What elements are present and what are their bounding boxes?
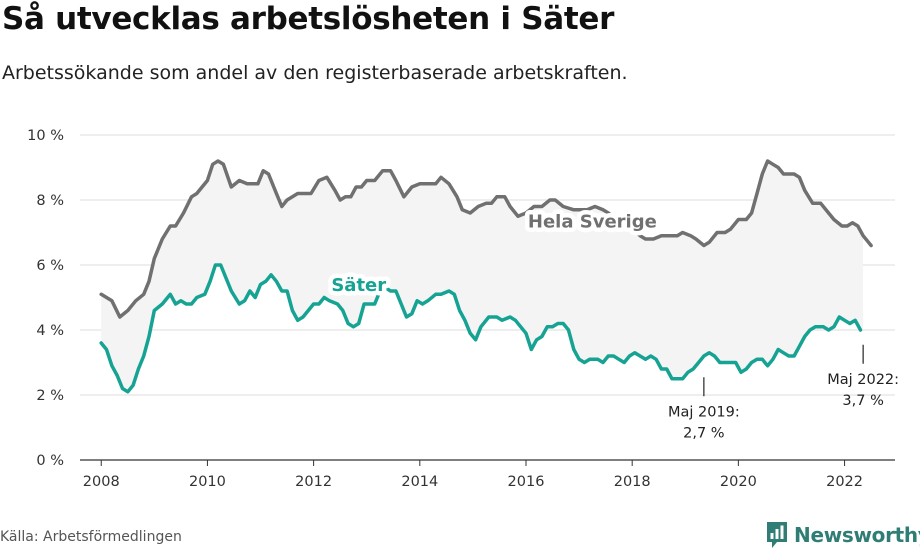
annotation-label-last: Maj 2022: [827, 372, 899, 388]
x-tick-label: 2018 [614, 474, 651, 490]
band [101, 161, 864, 392]
chart-subtitle: Arbetssökande som andel av den registerb… [2, 62, 628, 84]
series-line-hela-sverige [99, 159, 873, 319]
series-line-sater [99, 263, 863, 394]
x-tick-label: 2020 [720, 474, 757, 490]
annotation-label-last: 3,7 % [842, 393, 883, 409]
y-tick-label: 0 % [36, 453, 64, 469]
series-label-hela-sverige: Hela Sverige [528, 212, 657, 233]
x-tick-label: 2012 [295, 474, 332, 490]
brand-logo[interactable]: Newsworthy [765, 519, 920, 551]
series-label-hela-sverige-halo: Hela Sverige [528, 212, 657, 233]
source-note: Källa: Arbetsförmedlingen [0, 529, 182, 545]
series-lines [99, 159, 873, 394]
x-tick-label: 2010 [189, 474, 226, 490]
x-tick-label: 2014 [401, 474, 438, 490]
axes: 0 % 2 % 4 % 6 % 8 % 10 % 2008 2010 2012 2014 2016 2… [27, 128, 863, 490]
chart-title: Så utvecklas arbetslösheten i Säter [2, 1, 615, 37]
y-tick-label: 2 % [36, 388, 64, 404]
brand-name: Newsworthy [794, 523, 920, 547]
x-tick-label: 2022 [826, 474, 863, 490]
y-tick-label: 6 % [36, 258, 64, 274]
y-tick-label: 10 % [27, 128, 64, 144]
annotation-label-min: Maj 2019: [668, 404, 740, 420]
x-tick-label: 2016 [508, 474, 545, 490]
gap-band [101, 161, 864, 392]
newsworthy-logo-icon [767, 522, 787, 548]
x-tick-label: 2008 [83, 474, 120, 490]
series-label-sater-halo: Säter [331, 275, 386, 296]
annotation-label-min: 2,7 % [683, 425, 724, 441]
annotations: Maj 2019: 2,7 % Maj 2022: 3,7 % [668, 344, 899, 441]
y-tick-label: 8 % [36, 193, 64, 209]
series-label-sater: Säter [331, 275, 386, 296]
y-tick-label: 4 % [36, 323, 64, 339]
